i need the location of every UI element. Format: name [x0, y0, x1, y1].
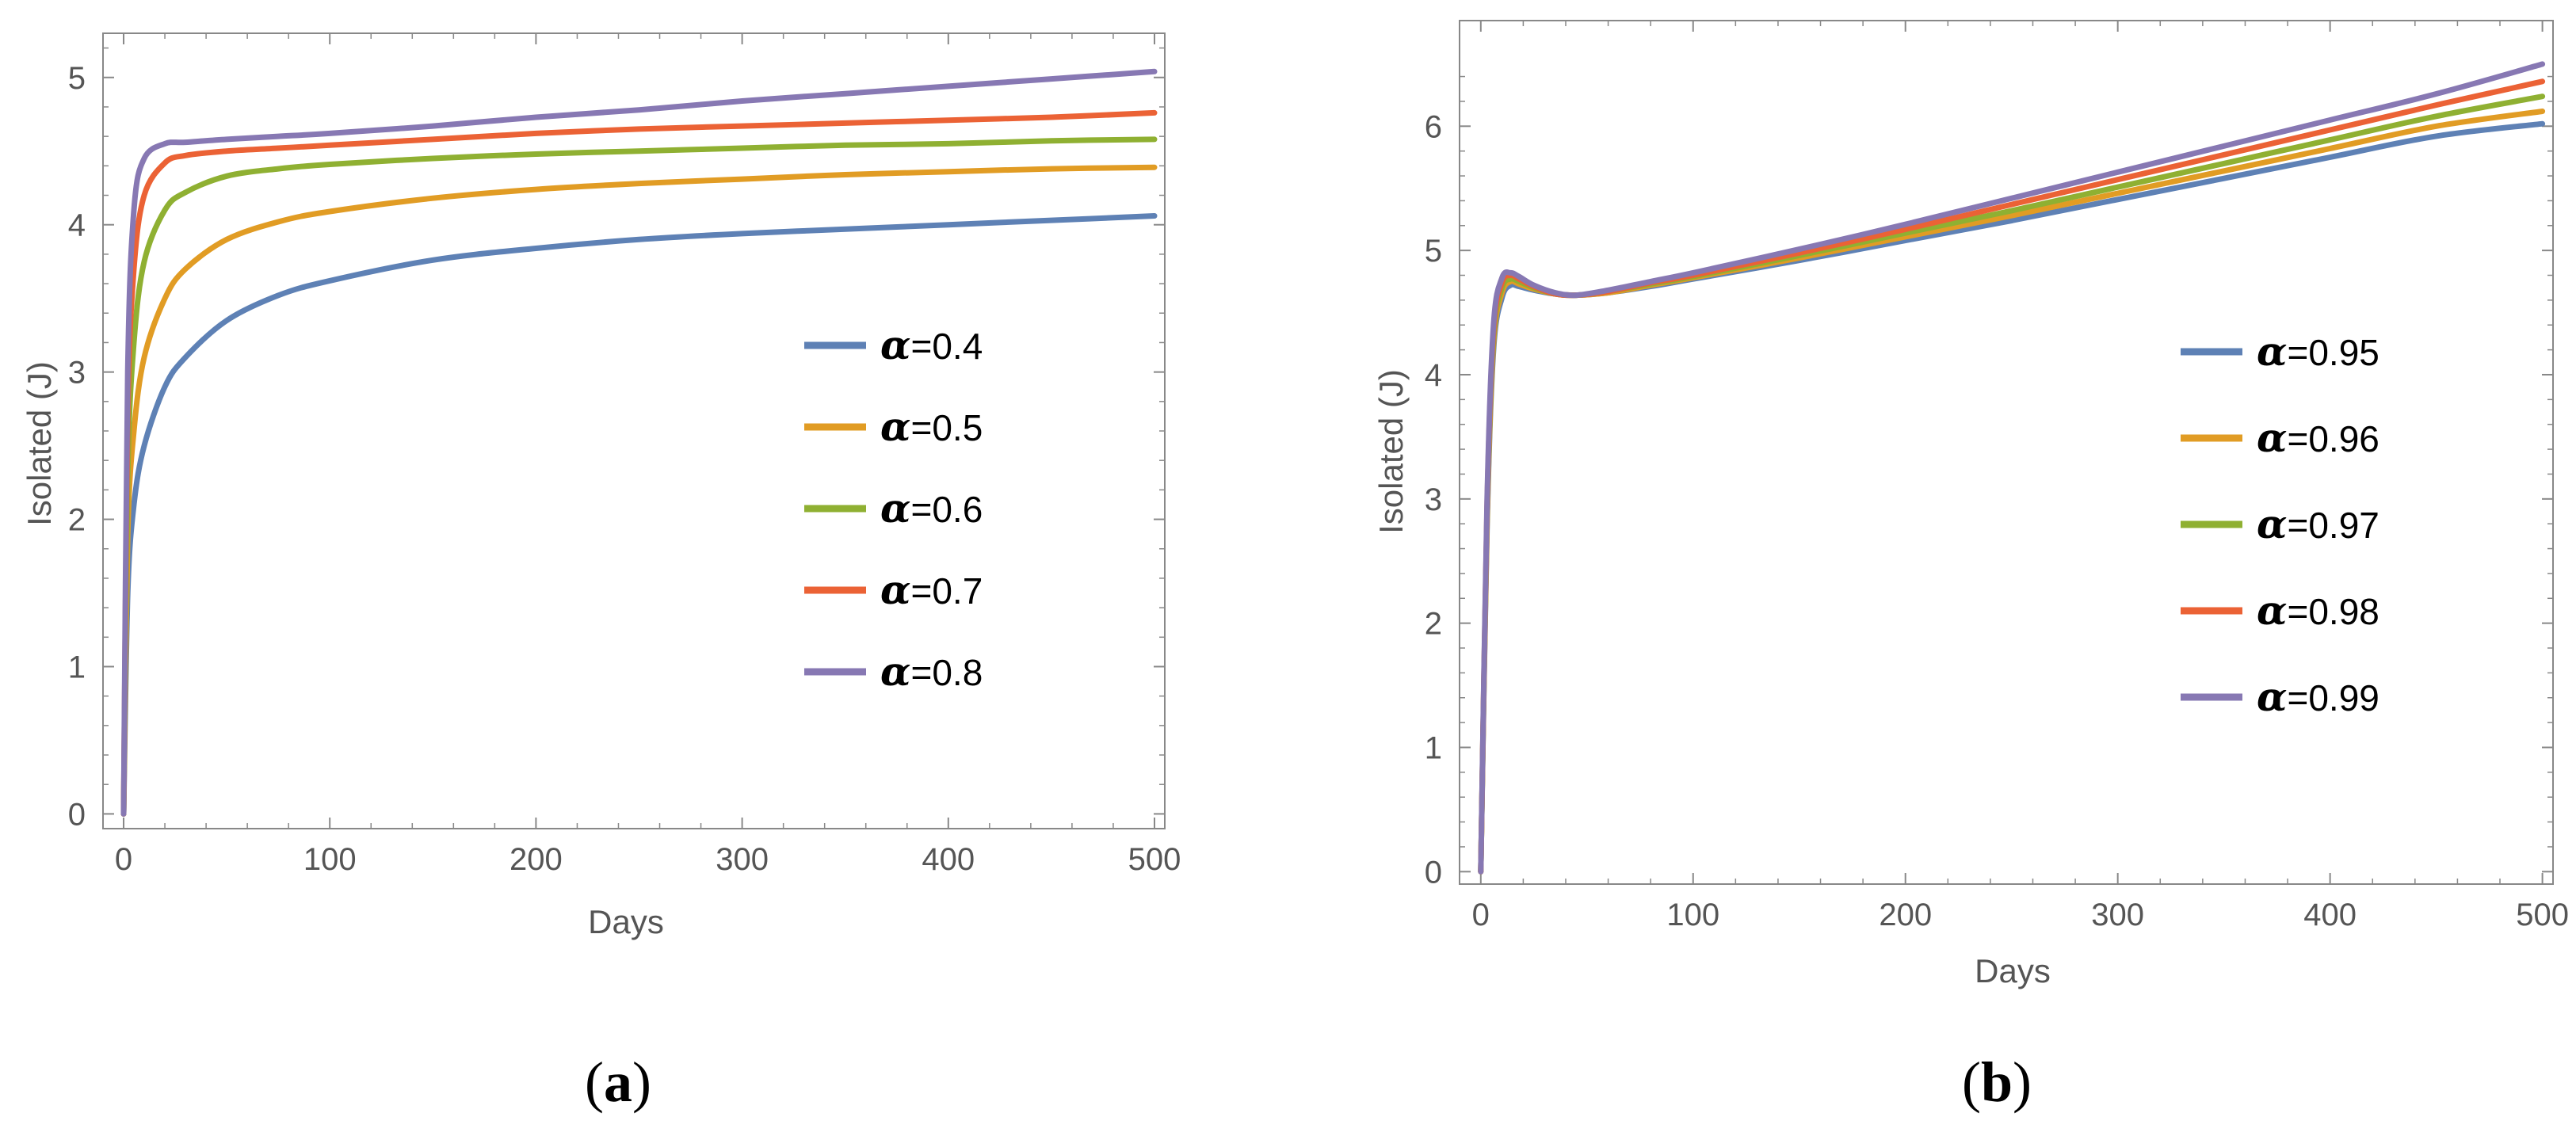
series-lines-b — [1478, 61, 2546, 875]
panel-label-b: (b) — [1962, 1050, 2032, 1114]
legend-label-2: α=0.96 — [2257, 414, 2379, 461]
x-tick-label: 200 — [509, 842, 563, 877]
legend-label-3: α=0.6 — [880, 485, 983, 532]
legend-value: =0.6 — [910, 489, 983, 530]
legend-label-5: α=0.8 — [880, 648, 983, 695]
y-tick-label: 4 — [1425, 358, 1442, 393]
legend-alpha-symbol: α — [880, 648, 910, 695]
legend-label-4: α=0.98 — [2257, 587, 2379, 634]
y-tick-label: 5 — [68, 61, 86, 96]
legend-label-5: α=0.99 — [2257, 673, 2379, 720]
x-axis-title-a: Days — [588, 903, 664, 940]
y-ticks-b: 0 1 2 3 4 5 6 — [1425, 75, 2553, 890]
series-line-3 — [1478, 93, 2546, 875]
series-line-2 — [1478, 109, 2546, 875]
legend-label-1: α=0.95 — [2257, 328, 2379, 375]
legend-b: α=0.95α=0.96α=0.97α=0.98α=0.99 — [2181, 328, 2379, 720]
x-tick-label: 400 — [2303, 898, 2357, 932]
legend-alpha-symbol: α — [880, 566, 910, 613]
legend-alpha-symbol: α — [2257, 587, 2287, 634]
y-axis-title-b: Isolated (J) — [1372, 369, 1410, 534]
legend-value: =0.98 — [2287, 591, 2379, 632]
x-ticks-b: 0 100 200 300 400 500 — [1472, 21, 2569, 932]
legend-value: =0.99 — [2287, 677, 2379, 719]
y-tick-label: 0 — [1425, 855, 1442, 890]
y-tick-label: 2 — [68, 503, 86, 538]
chart-panel-b: 0 100 200 300 400 500 0 1 2 3 4 5 6 Days Isolated (… — [1372, 20, 2569, 1114]
legend-value: =0.5 — [910, 407, 983, 448]
series-line-5 — [120, 68, 1158, 817]
y-axis-title-a: Isolated (J) — [21, 361, 58, 526]
legend-value: =0.7 — [910, 570, 983, 612]
legend-label-1: α=0.4 — [880, 322, 983, 368]
legend-alpha-symbol: α — [2257, 673, 2287, 720]
x-tick-label: 100 — [1666, 898, 1719, 932]
y-tick-label: 3 — [68, 356, 86, 391]
legend-alpha-symbol: α — [880, 403, 910, 450]
legend-value: =0.97 — [2287, 505, 2379, 546]
x-tick-label: 100 — [303, 842, 357, 877]
series-line-2 — [120, 164, 1158, 817]
y-ticks-a: 0 1 2 3 4 5 — [68, 47, 1165, 832]
x-ticks-a: 0 100 200 300 400 500 — [115, 33, 1181, 877]
plot-frame-b — [1459, 20, 2554, 885]
series-line-1 — [120, 213, 1158, 817]
legend-label-2: α=0.5 — [880, 403, 983, 450]
series-line-3 — [120, 136, 1158, 817]
x-tick-label: 200 — [1879, 898, 1932, 932]
y-tick-label: 4 — [68, 208, 86, 243]
series-line-5 — [1478, 61, 2546, 875]
y-tick-label: 2 — [1425, 607, 1442, 642]
legend-alpha-symbol: α — [880, 322, 910, 368]
y-tick-label: 3 — [1425, 482, 1442, 517]
legend-value: =0.8 — [910, 652, 983, 693]
x-tick-label: 0 — [1472, 898, 1490, 932]
legend-value: =0.96 — [2287, 418, 2379, 459]
legend-alpha-symbol: α — [880, 485, 910, 532]
x-tick-label: 500 — [2516, 898, 2569, 932]
series-line-1 — [1478, 120, 2546, 875]
y-tick-label: 5 — [1425, 234, 1442, 269]
legend-label-3: α=0.97 — [2257, 501, 2379, 547]
legend-alpha-symbol: α — [2257, 328, 2287, 375]
legend-value: =0.4 — [910, 326, 983, 367]
x-tick-label: 300 — [716, 842, 769, 877]
series-lines-a — [120, 68, 1158, 817]
legend-label-4: α=0.7 — [880, 566, 983, 613]
y-tick-label: 1 — [68, 650, 86, 684]
x-tick-label: 0 — [115, 842, 132, 877]
chart-panel-a: 0 100 200 300 400 500 0 1 2 3 4 5 Days Isolated (J… — [21, 32, 1181, 1114]
x-tick-label: 500 — [1128, 842, 1181, 877]
legend-alpha-symbol: α — [2257, 501, 2287, 547]
legend-value: =0.95 — [2287, 332, 2379, 373]
y-tick-label: 6 — [1425, 109, 1442, 144]
series-line-4 — [120, 109, 1158, 817]
y-tick-label: 0 — [68, 797, 86, 832]
panel-label-a: (a) — [585, 1050, 651, 1114]
legend-alpha-symbol: α — [2257, 414, 2287, 461]
legend-a: α=0.4α=0.5α=0.6α=0.7α=0.8 — [804, 322, 983, 695]
x-tick-label: 300 — [2091, 898, 2144, 932]
x-tick-label: 400 — [922, 842, 975, 877]
y-tick-label: 1 — [1425, 730, 1442, 765]
x-axis-title-b: Days — [1975, 952, 2051, 989]
